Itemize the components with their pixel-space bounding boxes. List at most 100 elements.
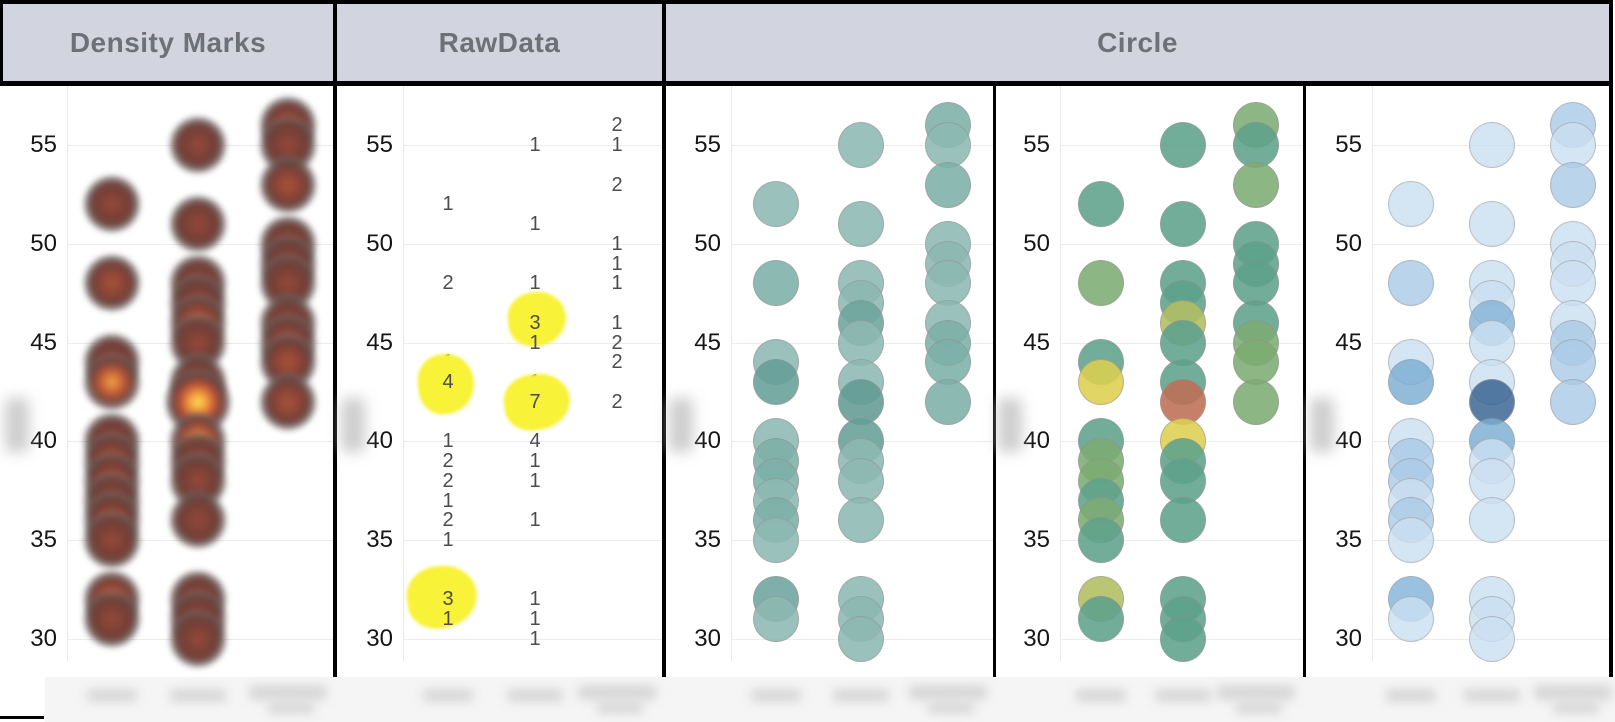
circle-mark[interactable]: [1388, 517, 1434, 564]
circle-mark[interactable]: [838, 378, 884, 425]
circle-mark[interactable]: [753, 596, 799, 643]
density-mark[interactable]: [83, 590, 141, 649]
circle-mark[interactable]: [1078, 181, 1124, 228]
circle-mark[interactable]: [1160, 615, 1206, 662]
circle-mark[interactable]: [1078, 596, 1124, 643]
density-mark[interactable]: [169, 195, 227, 254]
x-category-label-blurred: [597, 702, 643, 714]
gridline: [403, 243, 662, 245]
density-mark[interactable]: [83, 175, 141, 234]
circle-mark[interactable]: [1233, 378, 1279, 425]
y-tick-label: 30: [30, 624, 57, 652]
rawdata-count-label[interactable]: 1: [529, 588, 541, 611]
rawdata-count-label[interactable]: 1: [442, 489, 454, 512]
circle-mark[interactable]: [1550, 122, 1596, 168]
circle-mark[interactable]: [753, 181, 799, 228]
density-mark[interactable]: [169, 116, 227, 174]
circle-mark[interactable]: [753, 517, 799, 564]
rawdata-count-label[interactable]: 1: [529, 331, 541, 354]
density-mark[interactable]: [169, 609, 227, 668]
rawdata-count-label[interactable]: 2: [611, 351, 623, 374]
rawdata-count-label[interactable]: 1: [611, 134, 623, 156]
rawdata-count-label[interactable]: 1: [442, 529, 454, 552]
x-category-label-blurred: [1155, 689, 1211, 702]
density-mark[interactable]: [83, 511, 141, 570]
circle-mark[interactable]: [1388, 359, 1434, 406]
rawdata-count-label[interactable]: 1: [442, 193, 454, 216]
circle-mark[interactable]: [1160, 457, 1206, 504]
circle-mark[interactable]: [838, 201, 884, 248]
rawdata-count-label[interactable]: 1: [529, 509, 541, 532]
y-tick-label: 30: [694, 624, 721, 652]
circle-mark[interactable]: [1078, 359, 1124, 406]
circle-mark[interactable]: [838, 615, 884, 662]
header-top-border: [0, 0, 1613, 4]
rawdata-count-label[interactable]: 4: [442, 371, 454, 394]
rawdata-count-label[interactable]: 2: [611, 114, 623, 137]
circle-mark[interactable]: [1469, 457, 1515, 504]
rawdata-count-label[interactable]: 2: [442, 450, 454, 473]
rawdata-count-label[interactable]: 2: [611, 331, 623, 354]
circle-mark[interactable]: [1550, 378, 1596, 425]
circle-mark[interactable]: [1469, 319, 1515, 366]
rawdata-count-label[interactable]: 1: [611, 232, 623, 255]
density-mark[interactable]: [259, 372, 317, 431]
circle-mark[interactable]: [1469, 615, 1515, 662]
circle-mark[interactable]: [1388, 260, 1434, 307]
rawdata-count-label[interactable]: 2: [442, 469, 454, 492]
density-mark[interactable]: [83, 353, 141, 412]
circle-mark[interactable]: [1233, 339, 1279, 386]
rawdata-count-label[interactable]: 3: [529, 311, 541, 334]
gridline: [403, 638, 662, 640]
circle-mark[interactable]: [925, 260, 971, 307]
circle-mark[interactable]: [753, 260, 799, 307]
rawdata-count-label[interactable]: 1: [529, 272, 541, 295]
circle-mark[interactable]: [1469, 497, 1515, 544]
circle-mark[interactable]: [1160, 201, 1206, 248]
circle-mark[interactable]: [1160, 497, 1206, 544]
circle-mark[interactable]: [1160, 122, 1206, 168]
density-mark[interactable]: [169, 491, 227, 550]
rawdata-count-label[interactable]: 7: [529, 390, 541, 413]
circle-mark[interactable]: [1469, 201, 1515, 248]
circle-mark[interactable]: [838, 319, 884, 366]
rawdata-count-label[interactable]: 4: [529, 430, 541, 453]
circle-mark[interactable]: [925, 161, 971, 208]
rawdata-count-label[interactable]: 1: [611, 311, 623, 334]
circle-mark[interactable]: [1078, 517, 1124, 564]
y-axis-line: [731, 86, 732, 661]
density-mark[interactable]: [259, 155, 317, 214]
rawdata-count-label[interactable]: 1: [529, 627, 541, 650]
circle-mark[interactable]: [838, 497, 884, 544]
rawdata-count-label[interactable]: 2: [611, 390, 623, 413]
rawdata-count-label[interactable]: 2: [442, 509, 454, 532]
circle-mark[interactable]: [1550, 161, 1596, 208]
gridline: [403, 540, 662, 542]
rawdata-count-label[interactable]: 1: [529, 213, 541, 236]
rawdata-count-label[interactable]: 1: [529, 450, 541, 473]
rawdata-count-label[interactable]: 1: [442, 608, 454, 631]
rawdata-count-label[interactable]: 1: [611, 252, 623, 275]
circle-mark[interactable]: [1469, 122, 1515, 168]
rawdata-count-label[interactable]: 2: [442, 272, 454, 295]
circle-mark[interactable]: [1388, 181, 1434, 228]
rawdata-count-label[interactable]: 1: [442, 430, 454, 453]
circle-mark[interactable]: [925, 378, 971, 425]
circle-mark[interactable]: [1233, 122, 1279, 168]
circle-mark[interactable]: [1233, 260, 1279, 307]
rawdata-count-label[interactable]: 1: [611, 272, 623, 295]
circle-mark[interactable]: [753, 359, 799, 406]
rawdata-count-label[interactable]: 2: [611, 173, 623, 196]
rawdata-count-label[interactable]: 3: [442, 588, 454, 611]
circle-mark[interactable]: [838, 457, 884, 504]
circle-mark[interactable]: [925, 122, 971, 168]
rawdata-count-label[interactable]: 1: [529, 134, 541, 156]
circle-mark[interactable]: [1078, 260, 1124, 307]
header-cell-circle: Circle: [666, 4, 1609, 81]
circle-mark[interactable]: [838, 122, 884, 168]
rawdata-count-label[interactable]: 1: [529, 608, 541, 631]
density-mark[interactable]: [83, 254, 141, 313]
circle-mark[interactable]: [1388, 596, 1434, 643]
circle-mark[interactable]: [1233, 161, 1279, 208]
rawdata-count-label[interactable]: 1: [529, 469, 541, 492]
